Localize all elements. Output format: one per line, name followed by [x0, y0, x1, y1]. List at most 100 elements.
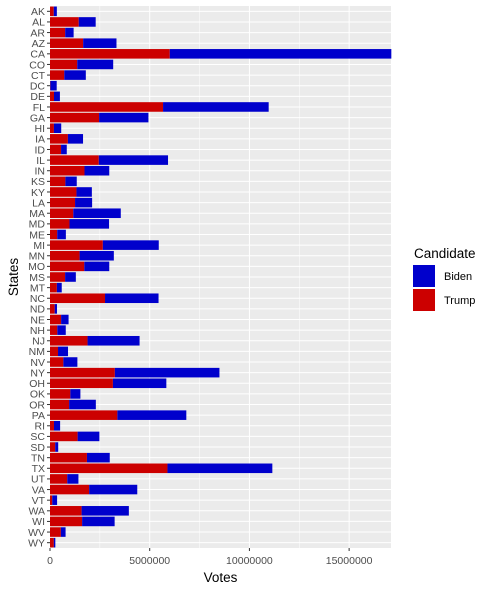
bar-trump-mo: [50, 261, 85, 272]
bar-trump-in: [50, 165, 85, 176]
y-tick-label: WA: [28, 506, 45, 518]
bar-biden-mi: [102, 240, 159, 250]
y-tick-label: HI: [35, 123, 46, 135]
y-tick-label: WY: [28, 537, 45, 549]
bar-trump-id: [50, 144, 62, 155]
bar-trump-va: [50, 484, 90, 495]
y-tick-label: NV: [30, 357, 45, 369]
y-tick-label: ND: [30, 304, 46, 316]
bar-biden-ct: [64, 70, 86, 80]
bar-biden-vt: [52, 495, 58, 505]
bar-biden-tx: [167, 463, 273, 474]
y-tick-label: PA: [32, 410, 45, 422]
bar-biden-ms: [65, 272, 76, 282]
bar-trump-ut: [50, 474, 68, 484]
bar-trump-tx: [50, 463, 168, 474]
y-tick-label: MO: [28, 261, 45, 273]
bar-biden-nc: [105, 293, 159, 304]
legend-label-trump: Trump: [444, 295, 475, 307]
y-tick-label: AL: [32, 17, 45, 29]
bar-biden-de: [54, 91, 60, 102]
bar-trump-hi: [50, 123, 54, 133]
bar-trump-me: [50, 229, 58, 240]
bar-biden-dc: [50, 80, 57, 91]
y-tick-label: NM: [29, 346, 45, 358]
bar-biden-ut: [67, 474, 79, 484]
y-tick-label: LA: [32, 197, 45, 209]
bar-trump-nd: [50, 304, 55, 314]
bar-biden-ok: [70, 389, 81, 399]
y-tick-label: NC: [30, 293, 46, 305]
bar-biden-ri: [53, 421, 61, 431]
y-tick-label: SC: [30, 431, 45, 443]
bar-trump-ne: [50, 314, 62, 325]
bar-trump-ri: [50, 421, 54, 431]
bar-biden-ia: [67, 134, 84, 144]
bar-biden-wa: [81, 506, 129, 516]
y-tick-label: CO: [29, 59, 45, 71]
legend-label-biden: Biden: [444, 271, 472, 283]
y-tick-label: SD: [30, 442, 45, 454]
bar-biden-mn: [79, 250, 114, 261]
bar-biden-mo: [84, 261, 110, 272]
y-tick-label: IL: [36, 155, 45, 167]
y-tick-label: MI: [33, 240, 45, 252]
grid-major: [49, 6, 391, 548]
bar-biden-id: [61, 144, 67, 155]
y-tick-label: TX: [32, 463, 45, 475]
bar-trump-sc: [50, 431, 78, 442]
y-tick-label: VA: [32, 484, 45, 496]
bar-biden-mt: [56, 282, 62, 293]
y-tick-label: CT: [31, 70, 46, 82]
bar-biden-ak: [53, 6, 57, 17]
bar-trump-nm: [50, 346, 59, 357]
y-tick-label: KY: [31, 187, 45, 199]
x-tick-label: 5000000: [129, 555, 170, 567]
bar-trump-vt: [50, 495, 53, 505]
bar-trump-fl: [50, 102, 164, 112]
bar-trump-nv: [50, 357, 64, 367]
bar-trump-nh: [50, 325, 58, 335]
bar-trump-ga: [50, 112, 100, 123]
y-tick-label: AR: [30, 27, 45, 39]
y-tick-label: TN: [31, 452, 45, 464]
bar-biden-sd: [55, 442, 59, 452]
y-tick-label: MD: [29, 219, 46, 231]
y-axis: AKALARAZCACOCTDCDEFLGAHIIAIDILINKSKYLAMA…: [28, 6, 50, 549]
y-tick-label: MT: [30, 282, 46, 294]
bar-biden-me: [57, 229, 66, 240]
bar-trump-ct: [50, 70, 65, 80]
bar-trump-ca: [50, 49, 170, 59]
bars: [50, 6, 392, 548]
plot-panel: [49, 6, 392, 548]
legend-key-trump: [413, 289, 435, 311]
bar-biden-nv: [63, 357, 78, 367]
y-tick-label: DC: [30, 81, 46, 93]
y-tick-label: NE: [30, 314, 45, 326]
bar-trump-ak: [50, 6, 54, 17]
bar-trump-wy: [50, 537, 54, 548]
bar-biden-ks: [65, 176, 77, 187]
bar-trump-ky: [50, 187, 77, 197]
y-tick-label: WI: [32, 516, 45, 528]
y-tick-label: DE: [30, 91, 45, 103]
bar-trump-ny: [50, 367, 115, 378]
bar-biden-la: [75, 197, 93, 208]
bar-trump-ma: [50, 208, 74, 219]
y-tick-label: ME: [29, 229, 45, 241]
bar-trump-oh: [50, 378, 113, 389]
bar-trump-de: [50, 91, 55, 102]
bar-trump-mn: [50, 250, 80, 261]
y-tick-label: ID: [35, 144, 46, 156]
bar-trump-mt: [50, 282, 57, 293]
bar-biden-sc: [77, 431, 100, 442]
legend-title: Candidate: [414, 246, 476, 261]
y-tick-label: NY: [30, 367, 45, 379]
y-tick-label: FL: [33, 102, 45, 114]
bar-trump-co: [50, 59, 78, 70]
bar-biden-nj: [87, 335, 140, 346]
y-tick-label: CA: [30, 49, 45, 61]
bar-biden-or: [69, 399, 96, 410]
bar-biden-ga: [99, 112, 149, 123]
